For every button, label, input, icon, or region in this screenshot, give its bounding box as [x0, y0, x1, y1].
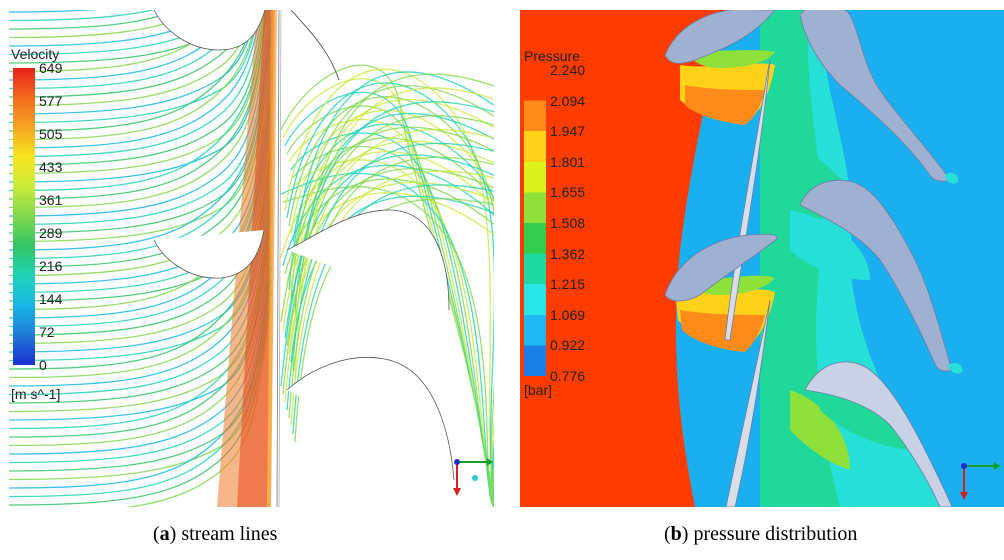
legend-tick: 2.094: [550, 92, 586, 109]
legend-tick: 0.776: [550, 368, 586, 384]
streamline: [292, 73, 494, 507]
streamline: [9, 10, 259, 141]
legend-tick: 1.947: [550, 123, 586, 140]
legend-tick: 1.801: [550, 153, 586, 170]
streamline: [9, 10, 257, 132]
streamline: [284, 68, 494, 507]
legend-tick: 0: [39, 357, 47, 373]
legend-tick: 289: [39, 225, 63, 241]
legend-tick: 433: [39, 159, 63, 175]
streamline: [280, 126, 494, 507]
streamline: [9, 10, 258, 115]
pressure-panel: Pressure 2.240 2.094 1.947 1.801 1.655 1.508 1…: [520, 10, 1004, 507]
streamline: [290, 85, 494, 507]
streamline: [294, 87, 494, 507]
color-bar: [524, 70, 546, 376]
legend-unit: [m s^-1]: [11, 386, 61, 402]
streamline: [286, 142, 494, 507]
legend-tick: 0.922: [550, 337, 586, 354]
pressure-legend: Pressure 2.240 2.094 1.947 1.801 1.655 1.508 1…: [522, 48, 612, 418]
streamline: [286, 82, 494, 507]
streamline: [284, 154, 494, 507]
streamline: [9, 10, 218, 47]
streamline: [9, 10, 251, 98]
axis-triad-icon: [960, 462, 1000, 500]
legend-tick: 144: [39, 291, 63, 307]
streamline: [9, 10, 262, 149]
axis-triad-icon: [453, 458, 493, 496]
legend-tick: 361: [39, 192, 63, 208]
stream-lines-panel: Velocity 649 577 505 433 361 289 216 144 72 0 [m …: [9, 10, 494, 507]
streamline: [288, 96, 494, 507]
velocity-legend: Velocity 649 577 505 433 361 289 216 144 72 0 [m …: [11, 46, 101, 406]
legend-tick: 505: [39, 126, 63, 142]
streamline: [9, 10, 260, 124]
streamline: [284, 178, 494, 507]
legend-tick: 72: [39, 324, 55, 340]
streamline: [9, 10, 179, 30]
streamline: [292, 98, 494, 507]
legend-tick: 2.240: [550, 62, 586, 78]
streamline: [282, 140, 494, 507]
legend-tick: 1.069: [550, 306, 586, 323]
legend-tick: 649: [39, 60, 63, 76]
streamline: [288, 71, 494, 507]
streamline: [282, 115, 494, 507]
legend-unit: [bar]: [524, 382, 553, 398]
caption-b: (b) pressure distribution: [664, 523, 858, 545]
legend-tick: 1.215: [550, 276, 586, 293]
stream-lines-image: [9, 10, 494, 507]
legend-tick: 216: [39, 258, 63, 274]
legend-tick: 577: [39, 93, 63, 109]
streamline: [294, 112, 494, 507]
streamline: [9, 10, 155, 22]
streamline: [9, 10, 200, 39]
legend-tick: 1.655: [550, 184, 586, 201]
streamline: [9, 10, 255, 107]
pressure-contour-image: [520, 10, 1004, 507]
legend-tick: 1.362: [550, 245, 586, 262]
streamline: [282, 164, 494, 507]
legend-title: Pressure: [524, 48, 581, 64]
color-bar: [13, 68, 35, 365]
legend-title: Velocity: [11, 46, 60, 62]
streamline: [284, 128, 494, 507]
streamline: [286, 192, 494, 507]
legend-tick: 1.508: [550, 215, 586, 231]
caption-a: (a) stream lines: [153, 523, 278, 545]
streamline: [280, 151, 494, 507]
streamline: [286, 168, 494, 507]
streamline: [280, 101, 494, 507]
